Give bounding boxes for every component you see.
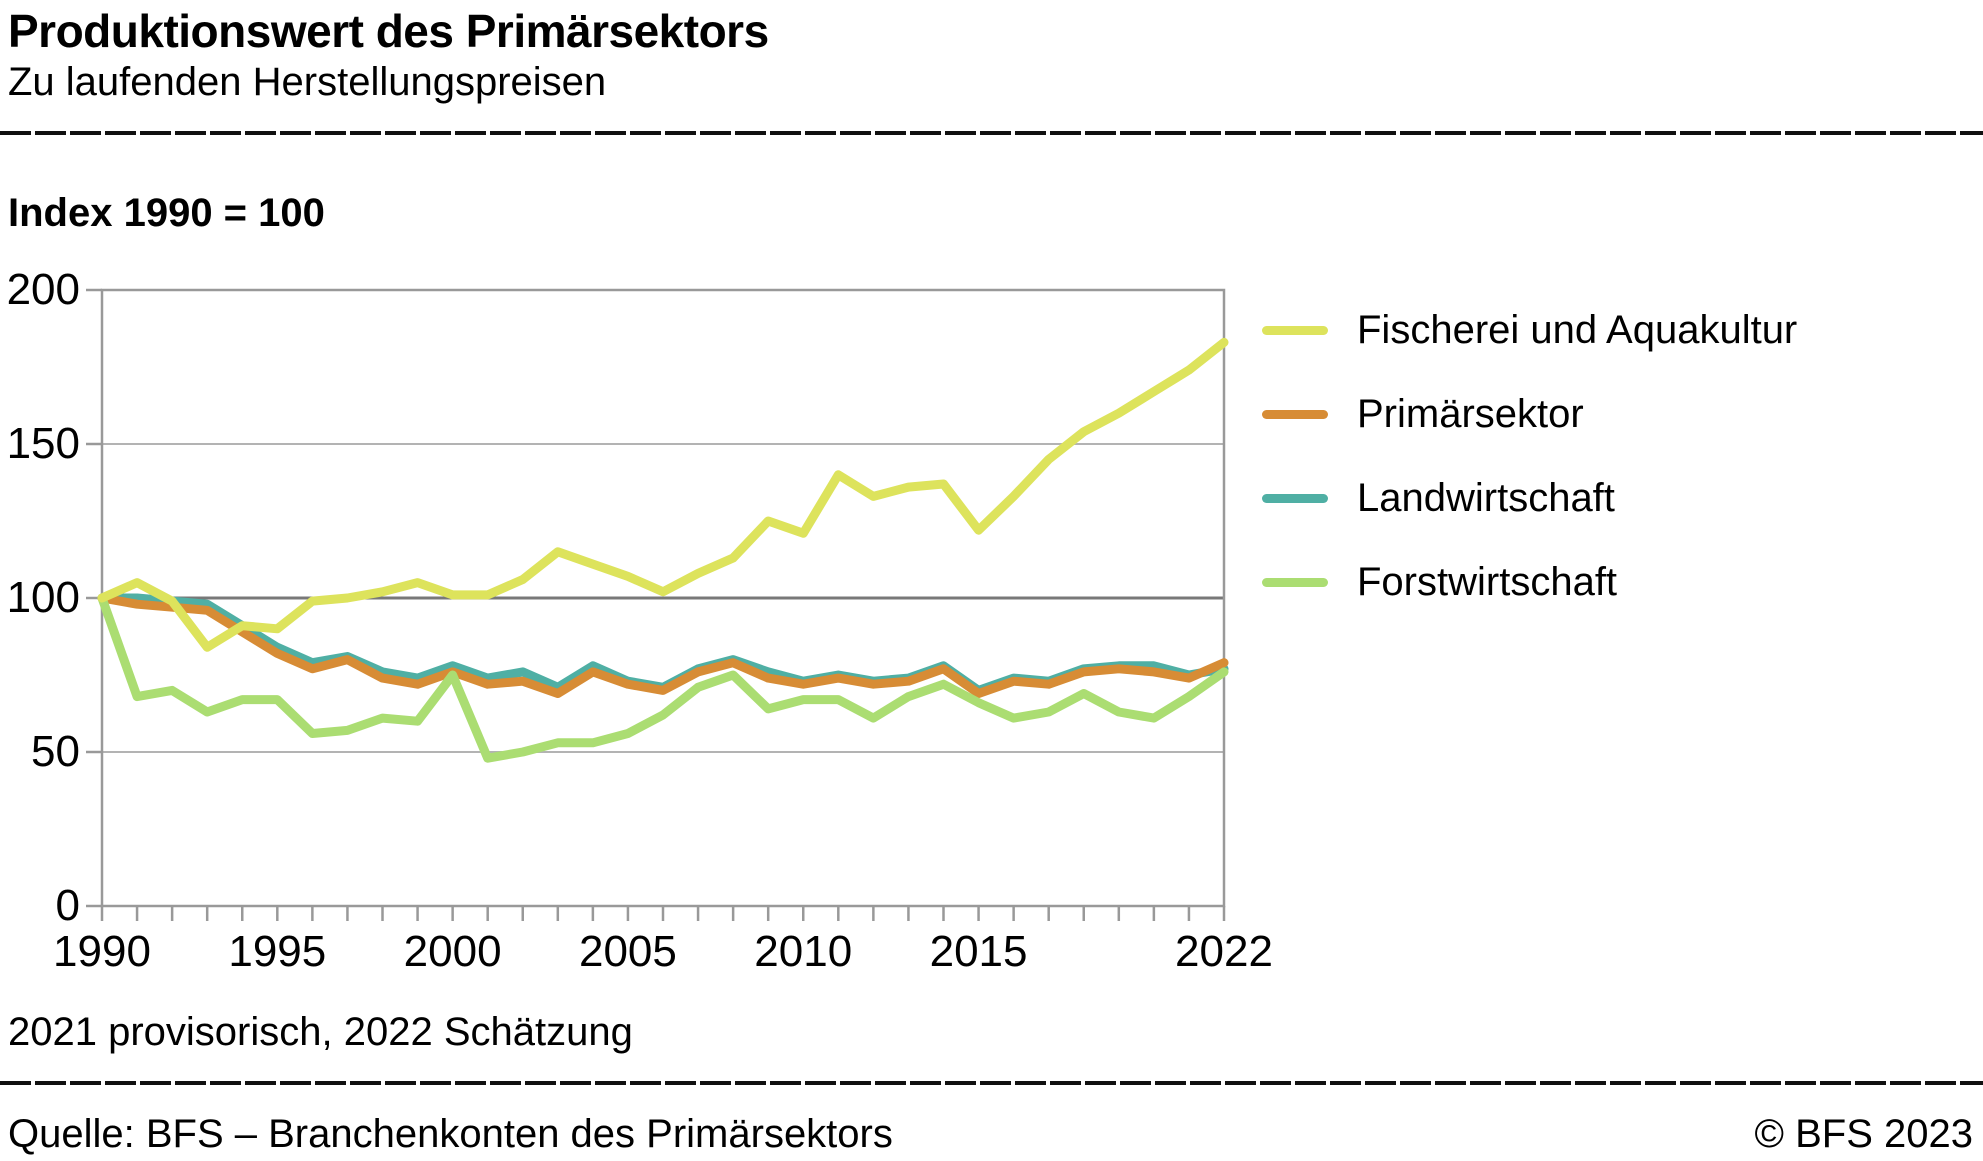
series-line-primaersektor — [97, 593, 1229, 698]
x-tick-label-2015: 2015 — [929, 927, 1028, 976]
y-axis-unit-label: Index 1990 = 100 — [8, 191, 325, 235]
top-dashed-divider — [0, 131, 1983, 135]
chart-subtitle: Zu laufenden Herstellungspreisen — [8, 60, 607, 104]
series-line-forstwirtschaft — [97, 593, 1229, 763]
legend-label-forstwirtschaft: Forstwirtschaft — [1357, 560, 1618, 604]
legend-swatch-forstwirtschaft — [1262, 577, 1328, 587]
x-tick-label-1990: 1990 — [53, 927, 151, 976]
y-tick-label-50: 50 — [31, 727, 80, 776]
y-tick-label-150: 150 — [6, 419, 80, 468]
legend-swatch-fischerei — [1262, 325, 1328, 335]
x-tick-label-2000: 2000 — [403, 927, 502, 976]
series-line-fischerei — [97, 337, 1229, 652]
legend-label-landwirtschaft: Landwirtschaft — [1357, 476, 1615, 520]
x-tick-label-2005: 2005 — [578, 927, 677, 976]
x-tick-label-2022: 2022 — [1175, 927, 1273, 976]
bottom-dashed-divider — [0, 1081, 1983, 1085]
x-tick-label-2010: 2010 — [754, 927, 853, 976]
copyright-label: © BFS 2023 — [1754, 1112, 1973, 1156]
source-label: Quelle: BFS – Branchenkonten des Primärs… — [8, 1112, 893, 1156]
footnote: 2021 provisorisch, 2022 Schätzung — [8, 1010, 633, 1054]
legend-label-fischerei: Fischerei und Aquakultur — [1357, 308, 1798, 352]
y-tick-label-100: 100 — [6, 573, 80, 622]
legend-label-primaersektor: Primärsektor — [1357, 392, 1584, 436]
y-tick-label-200: 200 — [6, 265, 80, 314]
y-tick-label-0: 0 — [55, 881, 80, 930]
chart-title: Produktionswert des Primärsektors — [8, 5, 769, 57]
legend-swatch-primaersektor — [1262, 409, 1328, 419]
legend-swatch-landwirtschaft — [1262, 493, 1328, 503]
x-tick-label-1995: 1995 — [228, 927, 327, 976]
